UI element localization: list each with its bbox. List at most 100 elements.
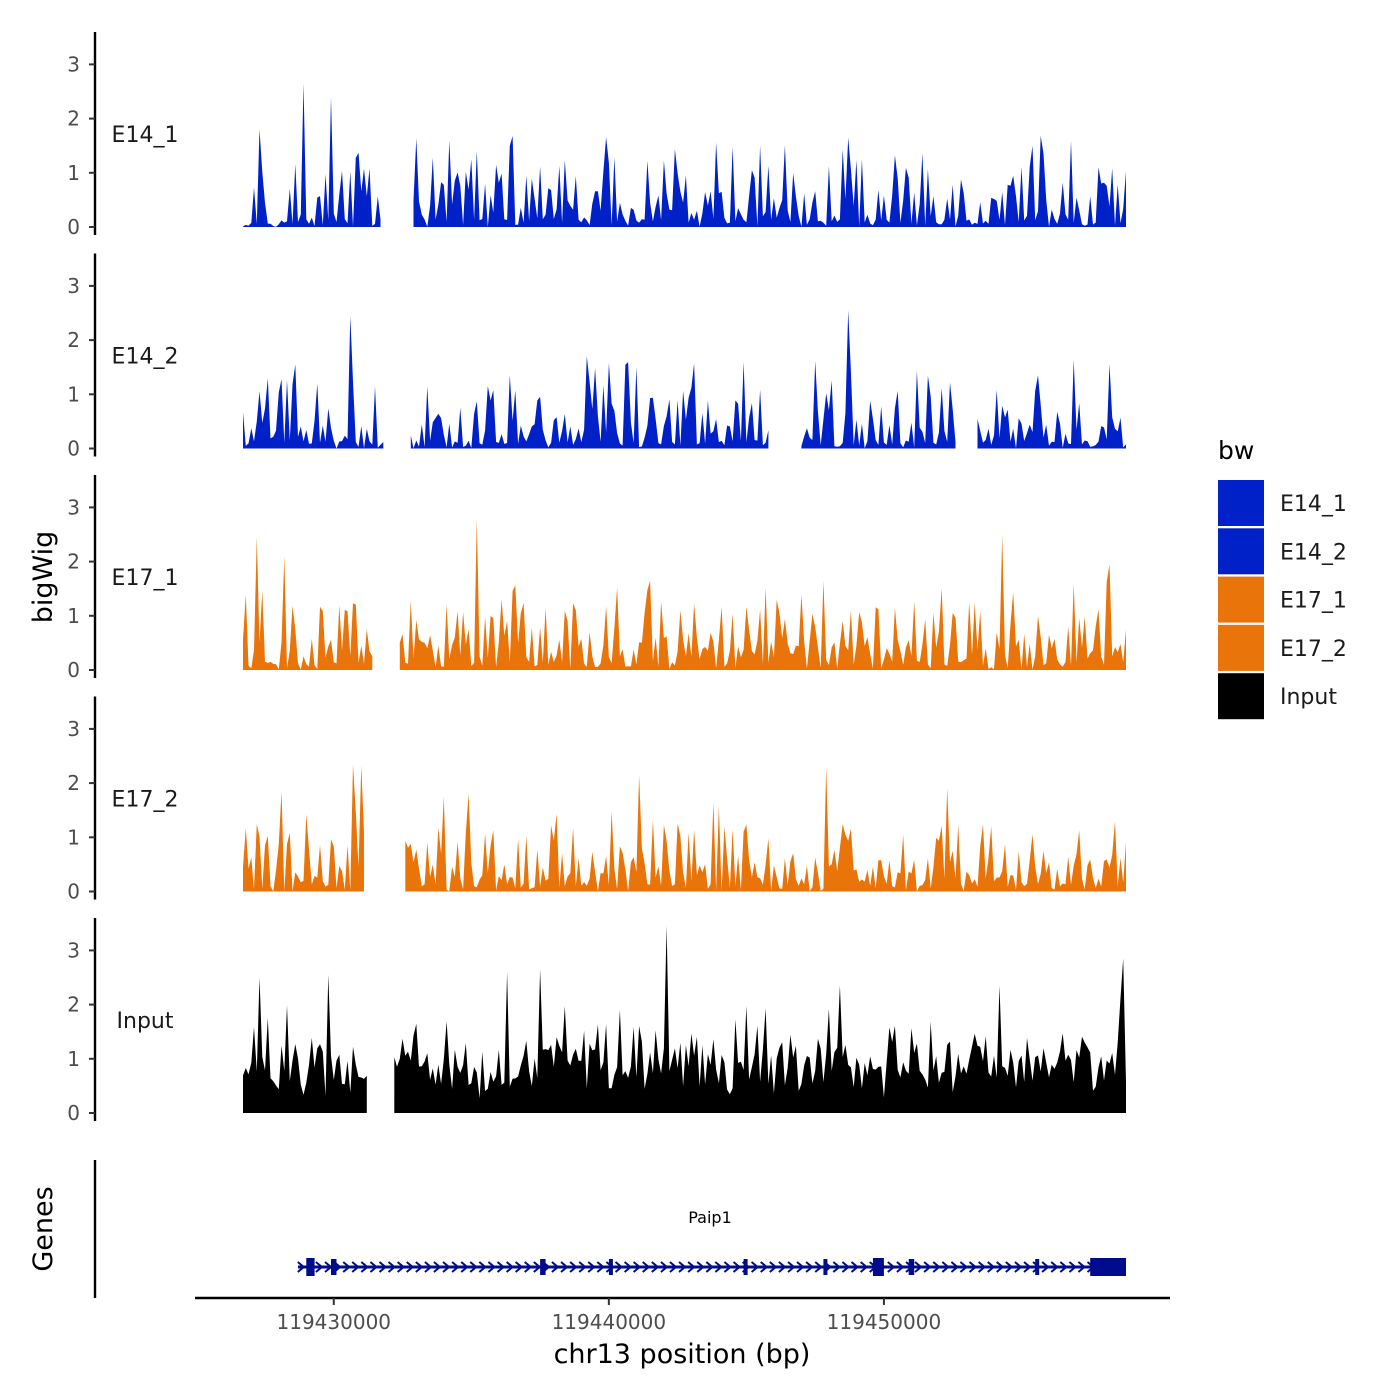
y-tick-label: 1 <box>67 1047 80 1071</box>
y-tick-label: 2 <box>67 771 80 795</box>
y-tick-label: 0 <box>67 437 80 461</box>
x-axis: 119430000 119440000 119450000 <box>195 1296 1170 1334</box>
strand-arrow <box>696 1261 705 1273</box>
y-tick-label: 2 <box>67 550 80 574</box>
strand-arrow <box>406 1261 415 1273</box>
signal-area <box>243 537 373 670</box>
signal-area <box>243 315 384 449</box>
legend-label: E14_1 <box>1280 492 1347 517</box>
strand-arrow <box>1005 1261 1014 1273</box>
gene-label: Paip1 <box>688 1208 732 1227</box>
signal-area <box>243 83 381 228</box>
strand-arrow <box>415 1261 424 1273</box>
y-tick-label: 3 <box>67 938 80 962</box>
strand-arrow <box>932 1261 941 1273</box>
y-tick-label: 0 <box>67 658 80 682</box>
strand-arrow <box>1050 1261 1059 1273</box>
strand-arrow <box>977 1261 987 1273</box>
gene-exon <box>872 1258 884 1276</box>
strand-arrow <box>805 1261 814 1273</box>
track-e17-1: 0 1 2 3 E17_1 <box>67 475 1126 682</box>
legend-swatch <box>1218 624 1264 671</box>
y-tick-label: 0 <box>67 880 80 904</box>
gene-exon <box>1035 1259 1040 1275</box>
strand-arrow <box>433 1261 442 1273</box>
strand-arrow <box>642 1261 651 1273</box>
legend-label: Input <box>1280 685 1337 710</box>
gene-panel: Genes Paip1 <box>28 1160 1126 1298</box>
y-tick-label: 2 <box>67 328 80 352</box>
strand-arrow <box>1041 1261 1050 1273</box>
legend: bw E14_1 E14_2 E17_1 E17_2 Input <box>1218 436 1347 720</box>
strand-arrow <box>660 1261 669 1273</box>
signal-area <box>243 764 364 892</box>
strand-arrow <box>632 1261 642 1273</box>
y-axis-title: bigWig <box>28 531 59 624</box>
strand-arrow <box>396 1261 406 1273</box>
strand-arrow <box>914 1261 923 1273</box>
strand-arrow <box>424 1261 433 1273</box>
strand-arrow <box>524 1261 533 1273</box>
strand-arrow <box>968 1261 978 1273</box>
strand-arrow <box>351 1261 360 1273</box>
y-tick-label: 3 <box>67 274 80 298</box>
strand-arrow <box>342 1261 351 1273</box>
strand-arrow <box>814 1261 823 1273</box>
signal-tracks: 0 1 2 3 E14_1 0 1 2 3 E14_2 0 1 2 3 E17_1 0 1 2 3 E17_2 0 1 2 3… <box>67 32 1126 1125</box>
strand-arrow <box>678 1261 687 1273</box>
track-e14-1: 0 1 2 3 E14_1 <box>67 32 1126 239</box>
signal-area <box>399 518 1126 670</box>
strand-arrow <box>578 1261 587 1273</box>
y-tick-label: 1 <box>67 825 80 849</box>
y-tick-label: 3 <box>67 495 80 519</box>
gene-exon <box>306 1258 315 1276</box>
strand-arrow <box>360 1261 369 1273</box>
strand-arrow <box>796 1261 805 1273</box>
strand-arrow <box>1068 1261 1077 1273</box>
gene-exon <box>908 1259 915 1275</box>
gene-exon <box>823 1259 828 1275</box>
strand-arrow <box>669 1261 678 1273</box>
gene-exon <box>540 1259 546 1275</box>
gene-model-paip1 <box>297 1258 1126 1276</box>
signal-area <box>243 974 367 1113</box>
gene-exon <box>331 1259 337 1275</box>
legend-swatch <box>1218 673 1264 720</box>
strand-arrow <box>687 1261 696 1273</box>
strand-arrow <box>950 1261 959 1273</box>
strand-arrow <box>651 1261 660 1273</box>
strand-arrow <box>596 1261 605 1273</box>
x-tick-label: 119430000 <box>277 1310 392 1334</box>
strand-arrow <box>832 1261 841 1273</box>
strand-arrow <box>623 1261 633 1273</box>
strand-arrow <box>887 1261 896 1273</box>
strand-arrow <box>769 1261 778 1273</box>
strand-arrow <box>1014 1261 1023 1273</box>
strand-arrow <box>533 1261 542 1273</box>
strand-arrow <box>487 1261 496 1273</box>
strand-arrow <box>469 1261 478 1273</box>
strand-arrow <box>369 1261 378 1273</box>
signal-area <box>413 135 1126 227</box>
strand-arrow <box>859 1261 869 1273</box>
strand-arrow <box>760 1261 769 1273</box>
track-label: E17_2 <box>112 788 179 813</box>
track-label: E14_2 <box>112 345 179 370</box>
y-tick-label: 1 <box>67 604 80 628</box>
track-label: Input <box>117 1009 174 1034</box>
track-e17-2: 0 1 2 3 E17_2 <box>67 696 1126 904</box>
strand-arrow <box>560 1261 569 1273</box>
strand-arrow <box>569 1261 578 1273</box>
gene-exon <box>608 1259 613 1275</box>
strand-arrow <box>778 1261 787 1273</box>
strand-arrow <box>787 1261 796 1273</box>
y-tick-label: 1 <box>67 161 80 185</box>
strand-arrow <box>723 1261 732 1273</box>
strand-arrow <box>297 1261 306 1273</box>
strand-arrow <box>841 1261 850 1273</box>
signal-area <box>801 310 956 449</box>
track-input: 0 1 2 3 Input <box>67 918 1126 1125</box>
legend-label: E14_2 <box>1280 540 1347 565</box>
x-tick-label: 119450000 <box>827 1310 942 1334</box>
strand-arrow <box>941 1261 950 1273</box>
